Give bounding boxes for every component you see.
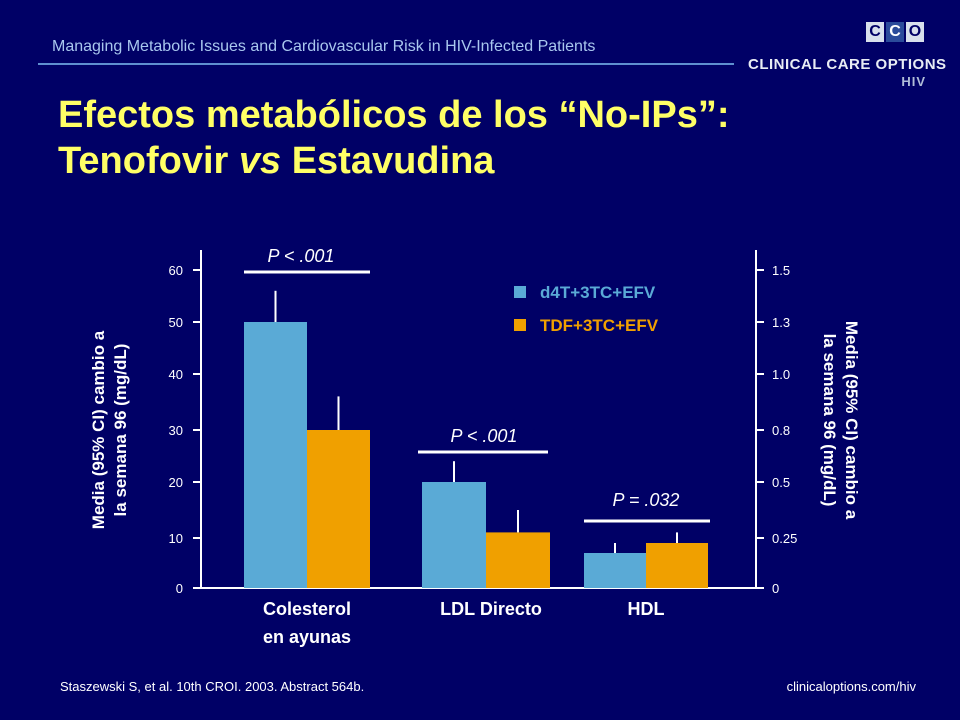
header-divider (38, 63, 734, 65)
title-part-c: Estavudina (281, 140, 495, 182)
category-label: Colesterol (263, 599, 351, 619)
right-axis-label-line: Media (95% CI) cambio a (842, 321, 861, 520)
left-tick-label: 60 (169, 263, 183, 278)
footer-url: clinicaloptions.com/hiv (786, 679, 916, 694)
left-tick-label: 10 (169, 531, 183, 546)
bar-1-1 (486, 532, 550, 588)
logo-box-o: O (906, 22, 924, 42)
title-line-1: Efectos metabólicos de los “No-IPs”: (58, 94, 730, 136)
slide-title: Efectos metabólicos de los “No-IPs”: Ten… (58, 92, 938, 184)
bar-0-0 (244, 322, 307, 588)
bar-1-2 (646, 543, 708, 588)
legend-swatch-0 (514, 286, 526, 298)
right-axis-label-line: la semana 96 (mg/dL) (820, 334, 839, 507)
logo-box-c2: C (886, 22, 904, 42)
bar-1-0 (307, 430, 370, 588)
citation: Staszewski S, et al. 10th CROI. 2003. Ab… (60, 679, 365, 694)
pvalue-label: P < .001 (451, 426, 518, 446)
legend-label-1: TDF+3TC+EFV (540, 316, 659, 335)
left-axis-label-line: la semana 96 (mg/dL) (111, 344, 130, 517)
right-axis-label: Media (95% CI) cambio ala semana 96 (mg/… (820, 321, 861, 520)
left-tick-label: 0 (176, 581, 183, 596)
right-tick-label: 0.5 (772, 475, 790, 490)
right-tick-label: 0.25 (772, 531, 797, 546)
category-label: LDL Directo (440, 599, 542, 619)
right-tick-label: 1.5 (772, 263, 790, 278)
bar-0-2 (584, 553, 646, 588)
title-line-2: Tenofovir vs Estavudina (58, 138, 938, 184)
right-tick-label: 0 (772, 581, 779, 596)
pvalue-label: P = .032 (613, 490, 680, 510)
left-tick-label: 50 (169, 315, 183, 330)
cco-logo-boxes: C C O (866, 22, 924, 42)
left-tick-label: 40 (169, 367, 183, 382)
legend-label-0: d4T+3TC+EFV (540, 283, 656, 302)
category-label: en ayunas (263, 627, 351, 647)
right-tick-label: 0.8 (772, 423, 790, 438)
category-label: HDL (628, 599, 665, 619)
title-part-vs: vs (238, 140, 282, 182)
logo-text: CLINICAL CARE OPTIONS (748, 56, 947, 73)
left-tick-label: 30 (169, 423, 183, 438)
bar-0-1 (422, 482, 486, 588)
pvalue-label: P < .001 (268, 246, 335, 266)
logo-subtext: HIV (901, 74, 926, 89)
legend-swatch-1 (514, 319, 526, 331)
right-tick-label: 1.3 (772, 315, 790, 330)
left-tick-label: 20 (169, 475, 183, 490)
right-tick-label: 1.0 (772, 367, 790, 382)
left-axis-label: Media (95% CI) cambio a la semana 96 (mg/… (89, 330, 130, 529)
title-part-a: Tenofovir (58, 140, 239, 182)
presentation-header: Managing Metabolic Issues and Cardiovasc… (52, 38, 596, 55)
left-axis-label-line: Media (95% CI) cambio a (89, 330, 108, 529)
logo-box-c1: C (866, 22, 884, 42)
